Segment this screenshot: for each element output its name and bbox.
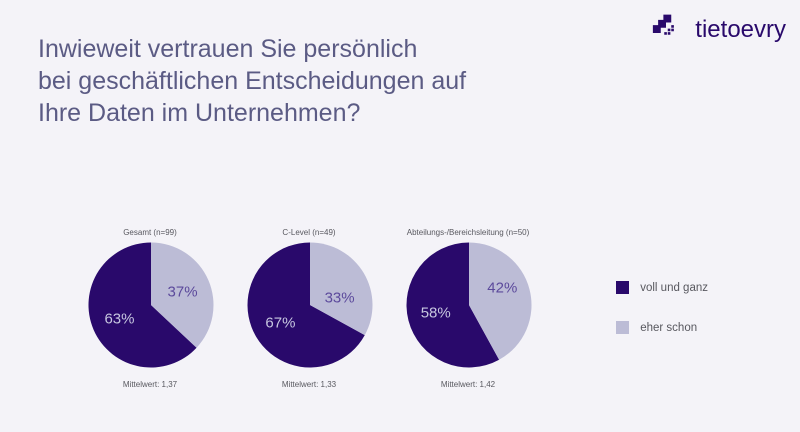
svg-text:42%: 42% xyxy=(487,279,517,296)
svg-text:58%: 58% xyxy=(421,305,451,322)
svg-text:67%: 67% xyxy=(265,315,295,332)
svg-text:33%: 33% xyxy=(325,290,355,307)
svg-text:37%: 37% xyxy=(168,283,198,300)
svg-text:63%: 63% xyxy=(104,311,134,328)
